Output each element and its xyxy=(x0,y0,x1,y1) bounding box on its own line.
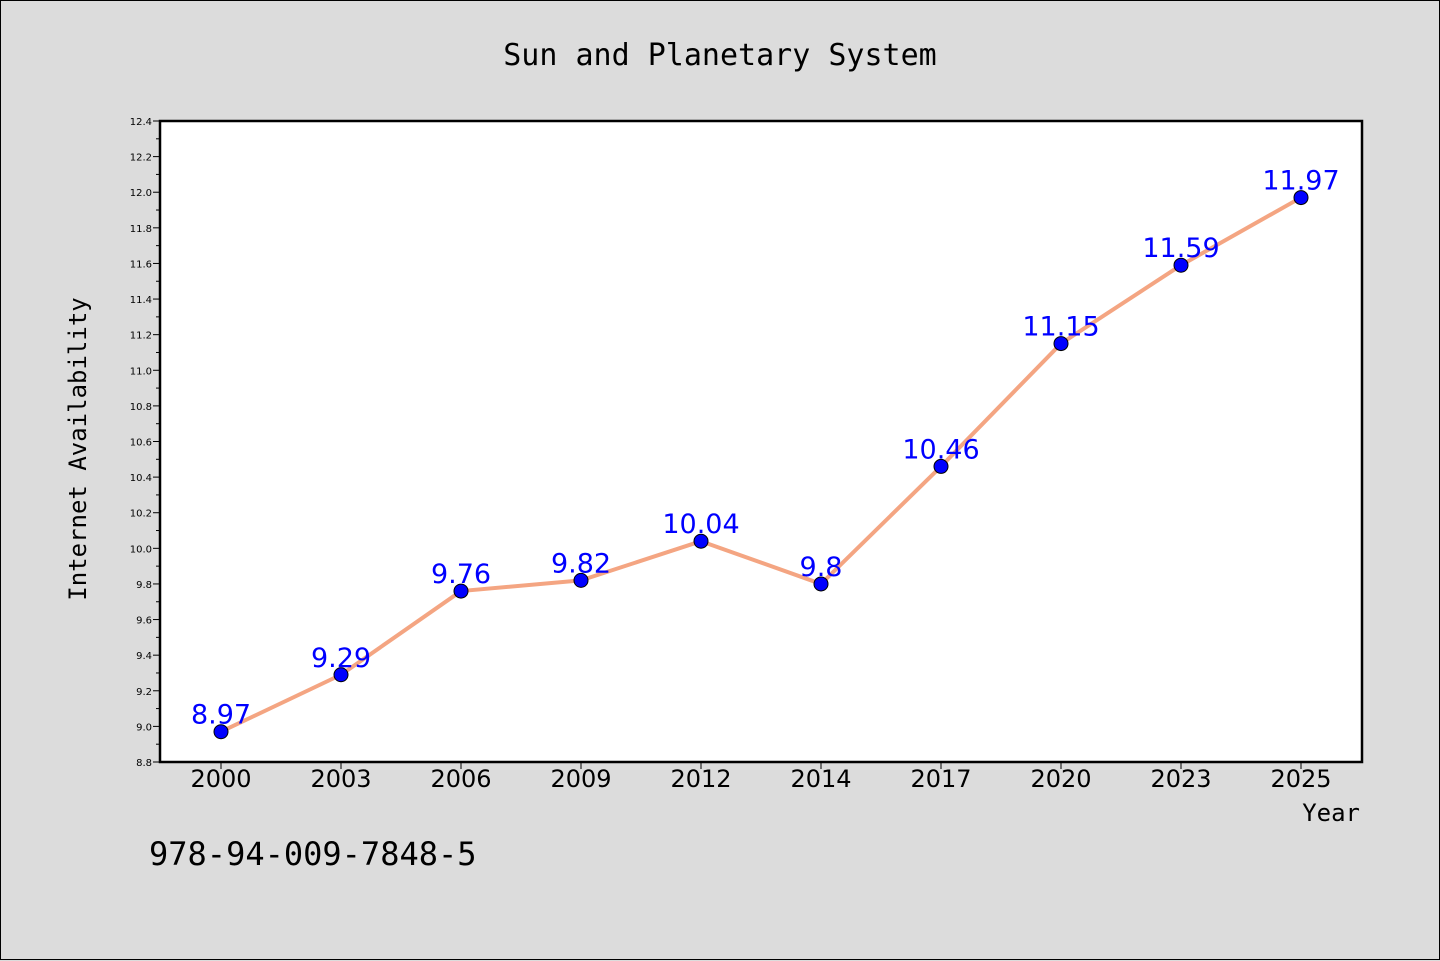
y-tick-label: 11.4 xyxy=(130,295,152,306)
data-label: 9.8 xyxy=(800,552,843,583)
x-tick-label: 2009 xyxy=(550,765,611,793)
y-tick-label: 10.0 xyxy=(130,544,152,555)
data-point-marker xyxy=(453,583,469,599)
data-point-marker xyxy=(1173,257,1189,273)
y-axis-label: Internet Availability xyxy=(64,297,92,600)
data-point-marker xyxy=(213,724,229,740)
x-tick-label: 2025 xyxy=(1270,765,1331,793)
data-label: 9.76 xyxy=(431,559,491,590)
y-tick-label: 8.8 xyxy=(136,758,152,769)
chart-title: Sun and Planetary System xyxy=(503,38,936,73)
data-point-marker xyxy=(333,667,349,683)
y-tick-label: 12.2 xyxy=(130,153,152,164)
y-tick-label: 11.0 xyxy=(130,366,152,377)
data-point-marker xyxy=(933,458,949,474)
x-axis-label: Year xyxy=(1302,799,1360,827)
y-tick-label: 9.0 xyxy=(136,722,152,733)
x-tick-label: 2014 xyxy=(790,765,851,793)
y-tick-label: 9.6 xyxy=(136,616,152,627)
data-label: 8.97 xyxy=(191,700,251,731)
y-tick-label: 10.2 xyxy=(130,509,152,520)
x-tick-label: 2006 xyxy=(430,765,491,793)
data-point-marker xyxy=(693,533,709,549)
data-label: 9.29 xyxy=(311,643,371,674)
data-point-marker xyxy=(1053,336,1069,352)
y-tick-label: 10.8 xyxy=(130,402,152,413)
data-label: 11.59 xyxy=(1142,233,1219,264)
x-tick-label: 2000 xyxy=(190,765,251,793)
y-axis: 8.8 9.0 9.2 9.4 9.6 9.8 10.0 10.2 10.4 10.6 10.8 11… xyxy=(130,117,160,769)
x-tick-label: 2003 xyxy=(310,765,371,793)
data-point-marker xyxy=(573,572,589,588)
series-line xyxy=(220,195,1302,734)
series-line-group: 8.97 9.29 9.76 9.82 10.04 9.8 10.46 11.15 11.59 1… xyxy=(191,166,1340,740)
x-tick-label: 2023 xyxy=(1150,765,1211,793)
x-tick-label: 2017 xyxy=(910,765,971,793)
data-label: 10.46 xyxy=(902,434,979,465)
x-tick-label: 2020 xyxy=(1030,765,1091,793)
x-axis: 2000 2003 2006 2009 2012 2014 2017 2020 2023 2025 xyxy=(190,762,1332,793)
data-label: 11.15 xyxy=(1022,312,1099,343)
data-label: 9.82 xyxy=(551,548,611,579)
data-point-marker xyxy=(1293,190,1309,206)
y-tick-label: 9.4 xyxy=(136,651,152,662)
plot-area xyxy=(158,119,1364,764)
y-tick-label: 9.2 xyxy=(136,687,152,698)
y-tick-label: 12.0 xyxy=(130,188,152,199)
y-tick-label: 11.8 xyxy=(130,224,152,235)
x-tick-label: 2012 xyxy=(670,765,731,793)
y-tick-label: 10.4 xyxy=(130,473,152,484)
y-tick-label: 11.2 xyxy=(130,331,152,342)
data-label: 10.04 xyxy=(662,509,739,540)
y-tick-label: 9.8 xyxy=(136,580,152,591)
data-label: 11.97 xyxy=(1262,166,1339,197)
data-point-marker xyxy=(813,576,829,592)
y-tick-label: 11.6 xyxy=(130,259,152,270)
y-tick-label: 12.4 xyxy=(130,117,152,128)
isbn-annotation: 978-94-009-7848-5 xyxy=(149,835,477,873)
y-tick-label: 10.6 xyxy=(130,438,152,449)
